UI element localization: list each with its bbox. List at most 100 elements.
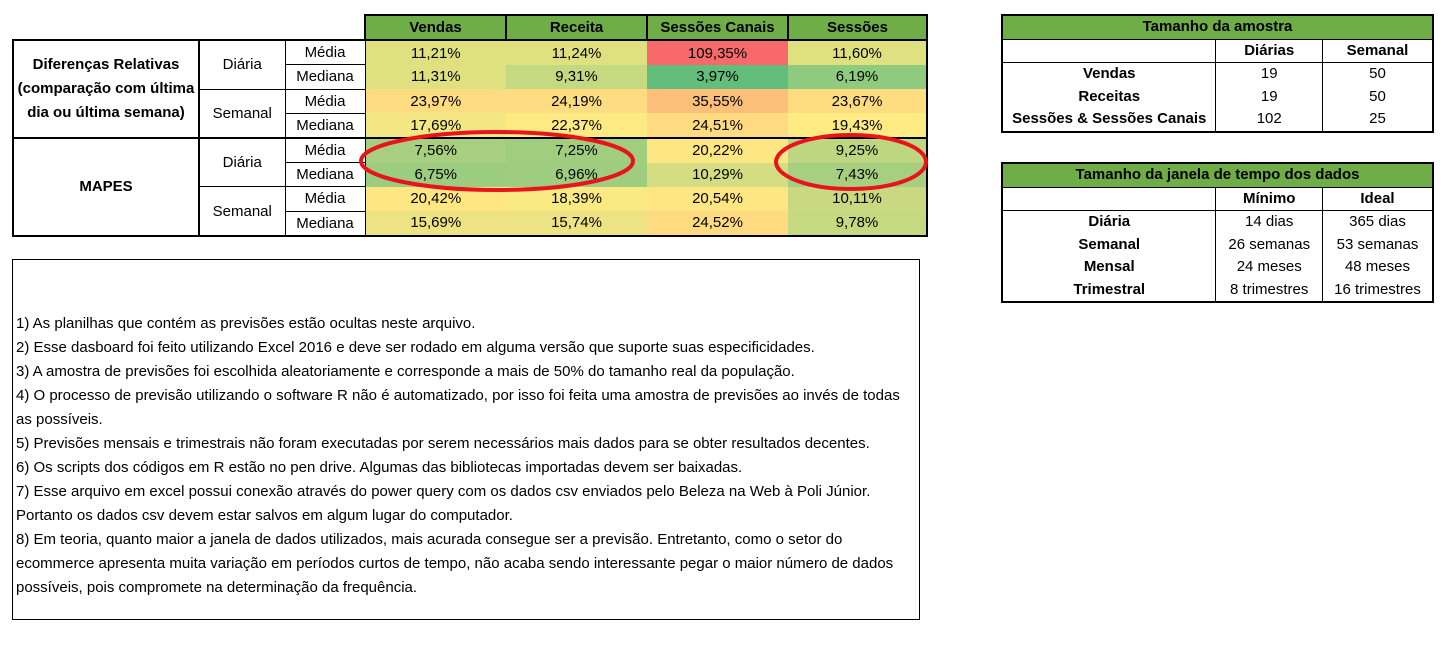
data-cell[interactable]: 8 trimestres — [1215, 278, 1323, 302]
mape-comparison-table: Vendas Receita Sessões Canais Sessões Di… — [12, 13, 928, 237]
data-cell[interactable]: 17,69% — [365, 113, 506, 138]
data-cell[interactable]: 11,21% — [365, 39, 506, 65]
sample-size-title[interactable]: Tamanho da amostra — [1002, 15, 1433, 40]
note-item: 8) Em teoria, quanto maior a janela de d… — [16, 531, 894, 596]
data-cell[interactable]: 18,39% — [506, 186, 647, 211]
table-row: Mediana 11,31% 9,31% 3,97% 6,19% — [13, 64, 928, 90]
data-cell[interactable]: 23,67% — [788, 89, 928, 114]
group-label-mapes[interactable]: MAPES — [12, 136, 200, 237]
data-cell[interactable]: 11,31% — [365, 64, 506, 90]
stat-label-median[interactable]: Mediana — [284, 162, 366, 188]
data-cell[interactable]: 6,19% — [788, 64, 928, 90]
time-window-table: Tamanho da janela de tempo dos dados Mín… — [1001, 162, 1434, 303]
data-cell[interactable]: 20,42% — [365, 186, 506, 211]
data-cell[interactable]: 26 semanas — [1215, 233, 1323, 256]
table-row: Mediana 15,69% 15,74% 24,52% 9,78% — [13, 210, 928, 237]
data-cell[interactable]: 10,11% — [788, 186, 928, 211]
data-cell[interactable]: 16 trimestres — [1334, 280, 1421, 298]
column-header-ideal[interactable]: Ideal — [1322, 187, 1433, 211]
data-cell[interactable]: 19 — [1215, 85, 1323, 108]
period-label-daily[interactable]: Diária — [198, 136, 286, 188]
data-cell[interactable]: 10,29% — [647, 162, 788, 187]
data-cell[interactable]: 15,69% — [365, 211, 506, 237]
table-row: Mensal 24 meses 48 meses — [1002, 256, 1433, 279]
group-label-diferencas-relativas[interactable]: Diferenças Relativas (comparação com últ… — [12, 39, 200, 139]
note-item: 1) As planilhas que contém as previsões … — [16, 315, 476, 332]
sample-size-table: Tamanho da amostra Diárias Semanal Venda… — [1001, 14, 1434, 133]
data-cell[interactable]: 19,43% — [788, 113, 928, 138]
data-cell[interactable]: 11,60% — [788, 39, 928, 65]
data-cell[interactable]: 7,43% — [788, 162, 928, 187]
data-cell[interactable]: 365 dias — [1349, 213, 1406, 231]
table-row: Diferenças Relativas (comparação com últ… — [12, 39, 928, 139]
data-cell[interactable]: 24,19% — [506, 89, 647, 114]
stat-label-median[interactable]: Mediana — [284, 112, 366, 139]
table-row: Semanal 26 semanas 53 semanas — [1002, 233, 1433, 256]
column-header-diarias[interactable]: Diárias — [1215, 39, 1323, 63]
period-label-weekly[interactable]: Semanal — [198, 88, 286, 139]
stat-label-mean[interactable]: Média — [284, 88, 366, 114]
table-row: Trimestral 8 trimestres 16 trimestres — [1002, 278, 1433, 302]
column-header-vendas[interactable]: Vendas — [364, 13, 507, 42]
data-cell[interactable]: 7,25% — [506, 136, 647, 163]
column-header-blank — [1002, 187, 1217, 211]
data-cell[interactable]: 24,51% — [647, 113, 788, 138]
row-label[interactable]: Trimestral — [1002, 278, 1217, 302]
time-window-title[interactable]: Tamanho da janela de tempo dos dados — [1002, 163, 1433, 188]
data-cell[interactable]: 24,52% — [647, 211, 788, 237]
data-cell[interactable]: 9,78% — [788, 211, 928, 237]
data-cell[interactable]: 9,25% — [788, 136, 928, 163]
note-item: 3) A amostra de previsões foi escolhida … — [16, 363, 795, 380]
data-cell[interactable]: 20,22% — [647, 136, 788, 163]
header-row: Vendas Receita Sessões Canais Sessões — [13, 13, 928, 42]
row-label[interactable]: Semanal — [1002, 233, 1217, 256]
stat-label-mean[interactable]: Média — [284, 186, 366, 212]
column-header-blank — [1002, 39, 1217, 63]
data-cell[interactable]: 53 semanas — [1336, 235, 1419, 253]
stat-label-mean[interactable]: Média — [284, 39, 366, 66]
row-label[interactable]: Mensal — [1002, 256, 1217, 279]
column-header-sessoes[interactable]: Sessões — [787, 13, 928, 42]
data-cell[interactable]: 24 meses — [1215, 256, 1323, 279]
data-cell[interactable]: 25 — [1369, 110, 1386, 128]
data-cell[interactable]: 3,97% — [647, 64, 788, 90]
row-label[interactable]: Diária — [1002, 210, 1217, 234]
stat-label-mean[interactable]: Média — [284, 136, 366, 164]
data-cell[interactable]: 109,35% — [647, 39, 788, 65]
notes-list: 1) As planilhas que contém as previsões … — [16, 312, 915, 600]
table-row: Sessões & Sessões Canais 102 25 — [1002, 108, 1433, 132]
data-cell[interactable]: 35,55% — [647, 89, 788, 114]
data-cell[interactable]: 15,74% — [506, 211, 647, 237]
blank-corner — [13, 15, 365, 41]
column-header-semanal[interactable]: Semanal — [1322, 39, 1433, 63]
data-cell[interactable]: 7,56% — [365, 136, 506, 163]
data-cell[interactable]: 11,24% — [506, 39, 647, 65]
period-label-daily[interactable]: Diária — [198, 39, 286, 90]
data-cell[interactable]: 23,97% — [365, 89, 506, 114]
row-label[interactable]: Receitas — [1002, 85, 1217, 108]
data-cell[interactable]: 6,96% — [506, 162, 647, 187]
table-row: MAPES Diária Média 7,56% 7,25% 20,22% 9,… — [12, 136, 928, 237]
note-item: 4) O processo de previsão utilizando o s… — [16, 387, 900, 428]
data-cell[interactable]: 48 meses — [1344, 258, 1410, 276]
data-cell[interactable]: 20,54% — [647, 186, 788, 211]
period-label-weekly[interactable]: Semanal — [198, 186, 286, 237]
data-cell[interactable]: 102 — [1215, 108, 1323, 132]
column-header-receita[interactable]: Receita — [505, 13, 648, 42]
row-label[interactable]: Vendas — [1002, 62, 1217, 86]
table-row: Receitas 19 50 — [1002, 85, 1433, 108]
data-cell[interactable]: 50 — [1369, 65, 1386, 83]
stat-label-median[interactable]: Mediana — [284, 64, 366, 90]
column-header-minimo[interactable]: Mínimo — [1215, 187, 1323, 211]
stat-label-median[interactable]: Mediana — [284, 210, 366, 237]
note-item: 6) Os scripts dos códigos em R estão no … — [16, 459, 743, 476]
data-cell[interactable]: 6,75% — [365, 162, 506, 187]
data-cell[interactable]: 9,31% — [506, 64, 647, 90]
data-cell[interactable]: 14 dias — [1215, 210, 1323, 234]
data-cell[interactable]: 19 — [1215, 62, 1323, 86]
row-label[interactable]: Sessões & Sessões Canais — [1002, 108, 1217, 132]
data-cell[interactable]: 50 — [1369, 87, 1386, 105]
table-row: Vendas 19 50 — [1002, 62, 1433, 86]
data-cell[interactable]: 22,37% — [506, 113, 647, 138]
column-header-sessoes-canais[interactable]: Sessões Canais — [646, 13, 789, 42]
